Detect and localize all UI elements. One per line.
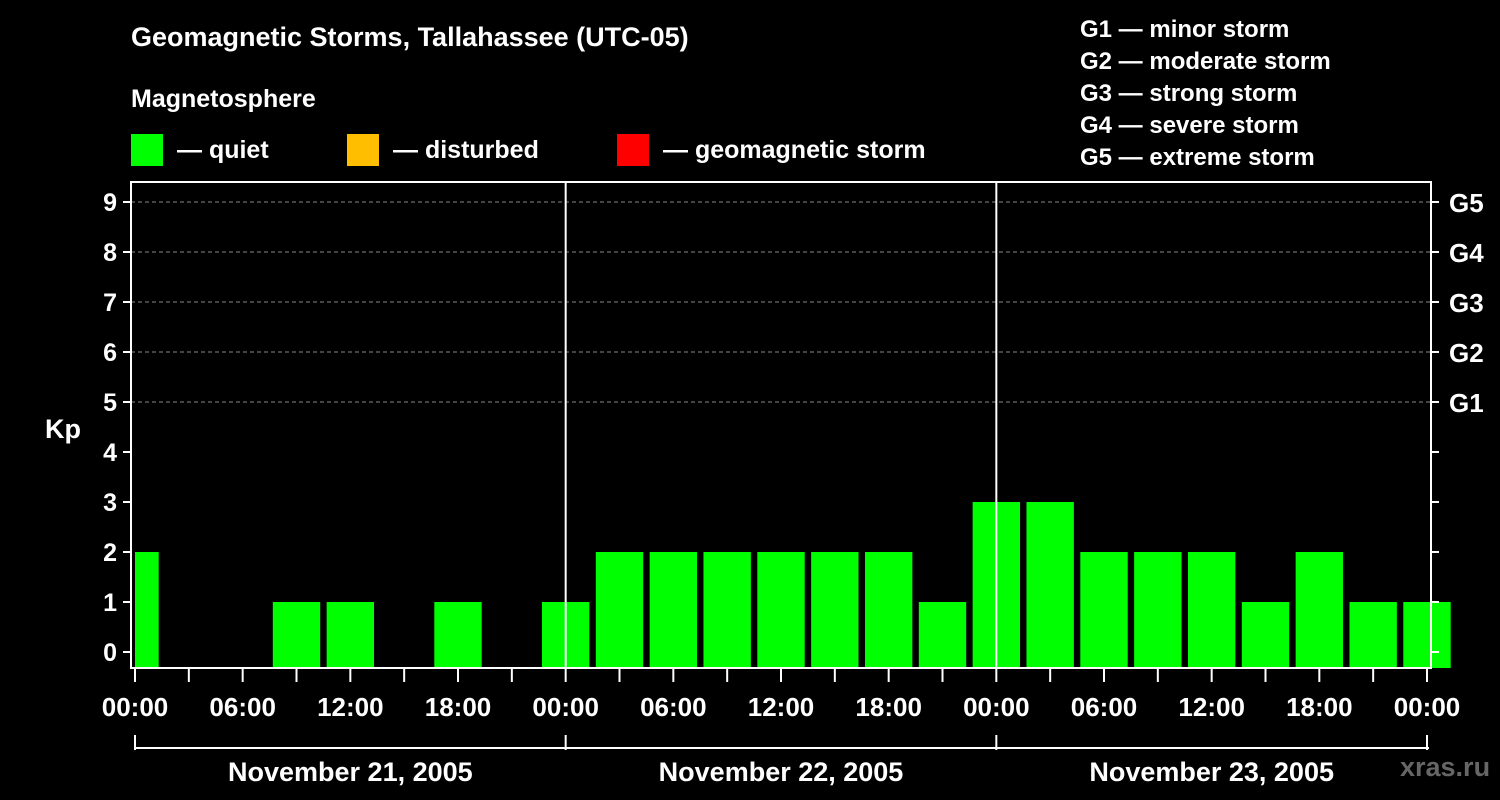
kp-bar (595, 552, 644, 668)
kp-bar (1080, 552, 1128, 668)
x-tick-label: 18:00 (425, 692, 492, 722)
kp-bar (1187, 552, 1236, 668)
kp-bar (1134, 552, 1182, 668)
storm-scale-list: G1 — minor storm G2 — moderate storm G3 … (1080, 14, 1331, 174)
legend-item-quiet: — quiet (131, 133, 269, 167)
grid-layer (131, 201, 1431, 403)
kp-bar (1295, 552, 1344, 668)
day-label: November 23, 2005 (1089, 757, 1334, 787)
g-level-label: G3 (1449, 288, 1484, 318)
x-tick-label: 00:00 (1394, 692, 1461, 722)
kp-bar (434, 602, 482, 668)
day-label: November 21, 2005 (228, 757, 473, 787)
legend-swatch-storm (617, 134, 649, 166)
legend-label-storm: — geomagnetic storm (663, 135, 926, 164)
y-tick-label: 4 (103, 439, 117, 467)
y-tick-label: 3 (103, 489, 117, 517)
storm-scale-g3: G3 — strong storm (1080, 80, 1298, 107)
x-tick-label: 06:00 (209, 692, 276, 722)
watermark: xras.ru (1400, 752, 1491, 782)
kp-bar (649, 552, 698, 668)
legend-label-disturbed: — disturbed (393, 135, 539, 164)
kp-bar (864, 552, 913, 668)
legend-swatch-disturbed (347, 134, 379, 166)
x-tick-label: 00:00 (963, 692, 1030, 722)
y-axis-label: Kp (45, 414, 81, 444)
legend-label-quiet: — quiet (177, 135, 269, 164)
storm-scale-g5: G5 — extreme storm (1080, 144, 1315, 171)
x-tick-label: 12:00 (1178, 692, 1245, 722)
kp-bar (703, 552, 751, 668)
legend-item-storm: — geomagnetic storm (617, 133, 926, 167)
x-tick-label: 18:00 (855, 692, 922, 722)
storm-scale-g1: G1 — minor storm (1080, 16, 1290, 43)
kp-bar (135, 552, 159, 668)
g-level-label: G4 (1449, 238, 1484, 268)
kp-bar (1403, 602, 1451, 668)
x-tick-label: 00:00 (102, 692, 169, 722)
kp-bar (1241, 602, 1290, 668)
x-tick-label: 12:00 (317, 692, 384, 722)
g-level-label: G2 (1449, 338, 1484, 368)
y-tick-label: 0 (103, 639, 117, 667)
chart-title: Geomagnetic Storms, Tallahassee (UTC-05) (131, 22, 689, 52)
y-tick-label: 9 (103, 189, 117, 217)
y-tick-label: 8 (103, 239, 117, 267)
y-tick-label: 7 (103, 289, 117, 317)
storm-scale-g2: G2 — moderate storm (1080, 48, 1331, 75)
legend-heading: Magnetosphere (131, 85, 316, 113)
x-tick-label: 00:00 (532, 692, 599, 722)
g-level-label: G5 (1449, 188, 1484, 218)
legend-item-disturbed: — disturbed (347, 133, 539, 167)
y-tick-label: 2 (103, 539, 117, 567)
legend-swatch-quiet (131, 134, 163, 166)
kp-bar (326, 602, 375, 668)
kp-bar (757, 552, 805, 668)
storm-scale-g4: G4 — severe storm (1080, 112, 1299, 139)
day-label: November 22, 2005 (659, 757, 904, 787)
bars-layer (135, 502, 1451, 668)
x-tick-label: 12:00 (748, 692, 815, 722)
g-level-label: G1 (1449, 388, 1484, 418)
y-tick-label: 5 (103, 389, 117, 417)
x-tick-label: 06:00 (1071, 692, 1138, 722)
kp-bar (1349, 602, 1397, 668)
y-tick-label: 1 (103, 589, 117, 617)
kp-bar (272, 602, 321, 668)
kp-bar (1026, 502, 1074, 668)
x-tick-label: 06:00 (640, 692, 707, 722)
axes-layer: 0 1 2 3 4 5 6 7 8 9 G1 G2 G3 G4 G5 00:00 06:00 12:00 18:00… (102, 181, 1484, 787)
kp-bar (918, 602, 967, 668)
y-tick-label: 6 (103, 339, 117, 367)
x-tick-label: 18:00 (1286, 692, 1353, 722)
kp-bar (811, 552, 859, 668)
